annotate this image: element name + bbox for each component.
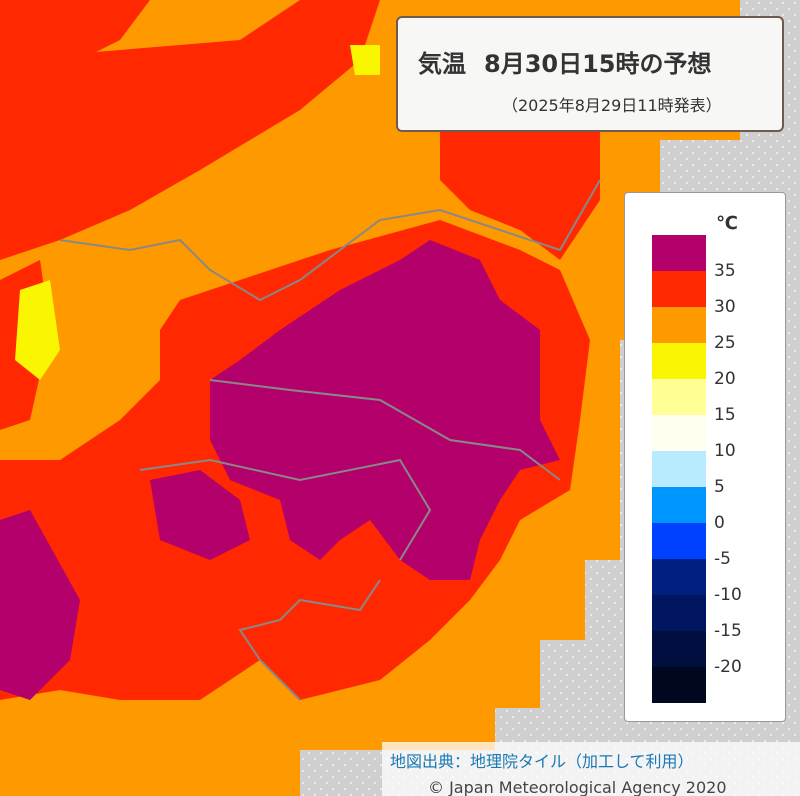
legend-swatch [652, 307, 706, 343]
credit: 地図出典：地理院タイル（加工して利用） © Japan Meteorologic… [382, 742, 800, 796]
boundary [59, 179, 601, 302]
legend-swatch [652, 559, 706, 595]
legend-label: 35 [714, 261, 736, 281]
legend-scale: ℃ 35 30 25 20 15 10 5 0 -5 -10 -15 -20 [652, 213, 742, 703]
legend-swatch [652, 487, 706, 523]
zone-25 [15, 280, 60, 380]
legend-swatch [652, 379, 706, 415]
legend-unit: ℃ [716, 213, 738, 234]
legend-swatch [652, 235, 706, 271]
zone-35 [0, 510, 80, 700]
legend: ℃ 35 30 25 20 15 10 5 0 -5 -10 -15 -20 [624, 192, 786, 722]
map-source: 地図出典：地理院タイル（加工して利用） [390, 752, 694, 771]
legend-swatch [652, 271, 706, 307]
boundaries [59, 179, 601, 701]
title: 気温 8月30日15時の予想 [418, 44, 712, 79]
zone-35 [150, 470, 250, 560]
issued-time: （2025年8月29日11時発表） [502, 96, 722, 115]
legend-label: 25 [714, 333, 736, 353]
legend-swatch [652, 451, 706, 487]
zone-25 [350, 45, 380, 75]
legend-label: 15 [714, 405, 736, 425]
forecast-time: 8月30日15時の予想 [484, 50, 712, 78]
legend-label: 0 [714, 513, 725, 533]
legend-swatch [652, 415, 706, 451]
copyright: © Japan Meteorological Agency 2020 [428, 778, 727, 796]
legend-swatch [652, 343, 706, 379]
boundary [139, 458, 432, 561]
legend-swatch [652, 595, 706, 631]
zone-30 [440, 130, 600, 260]
legend-swatch [652, 667, 706, 703]
legend-label: 30 [714, 297, 736, 317]
legend-label: 20 [714, 369, 736, 389]
coast [238, 579, 381, 701]
legend-label: -5 [714, 549, 731, 569]
legend-label: -15 [714, 621, 742, 641]
boundary [209, 379, 561, 481]
zone-30 [0, 0, 380, 260]
legend-label: 5 [714, 477, 725, 497]
title-box: 気温 8月30日15時の予想 （2025年8月29日11時発表） [396, 16, 784, 132]
legend-label: -20 [714, 657, 742, 677]
legend-label: -10 [714, 585, 742, 605]
legend-swatch [652, 631, 706, 667]
legend-label: 10 [714, 441, 736, 461]
element-name: 気温 [418, 50, 466, 78]
legend-swatch [652, 523, 706, 559]
zone-35 [210, 240, 560, 580]
